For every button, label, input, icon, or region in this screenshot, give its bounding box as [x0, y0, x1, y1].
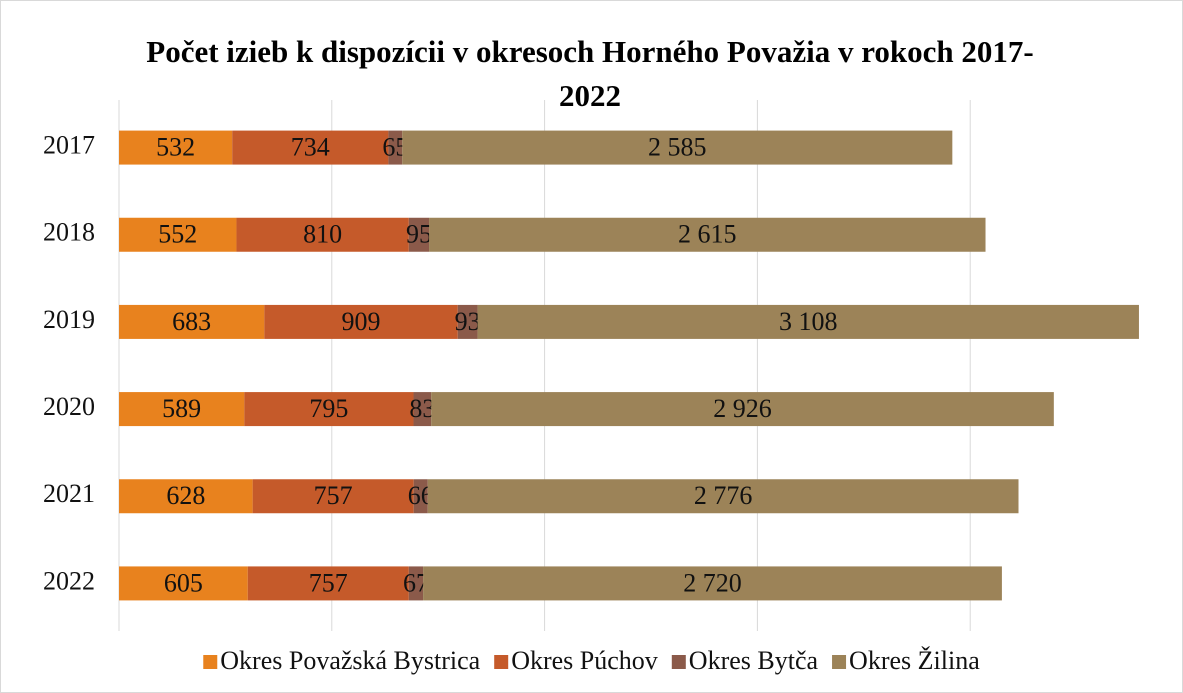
legend-label: Okres Púchov [511, 646, 658, 675]
data-label: 2 776 [694, 481, 753, 510]
bar-segment [402, 130, 953, 165]
bar-segment [119, 130, 233, 165]
y-tick-label: 2020 [43, 392, 95, 421]
data-label: 628 [166, 481, 205, 510]
y-tick-label: 2017 [43, 131, 95, 160]
data-label: 2 926 [713, 394, 772, 423]
data-label: 757 [314, 481, 353, 510]
bar-segment [388, 130, 403, 165]
bar-segment [477, 304, 1139, 339]
legend-label: Okres Považská Bystrica [220, 646, 480, 675]
data-label: 2 615 [678, 220, 737, 249]
y-tick-label: 2021 [43, 479, 95, 508]
data-label: 810 [303, 220, 342, 249]
data-label: 795 [309, 394, 348, 423]
data-label: 605 [164, 568, 203, 597]
data-label: 552 [158, 220, 197, 249]
bar-segment [119, 566, 248, 601]
bar-segment [423, 566, 1002, 601]
data-label: 2 585 [648, 133, 707, 162]
bar-segment [252, 479, 414, 514]
data-label: 2 720 [683, 568, 742, 597]
bar-segment [408, 217, 430, 252]
bar-segment [119, 392, 245, 427]
data-label: 734 [291, 133, 330, 162]
chart-title: Počet izieb k dispozícii v okresoch Horn… [146, 34, 1034, 113]
y-tick-label: 2018 [43, 218, 95, 247]
bar-segment [429, 217, 986, 252]
bar-segment [244, 392, 414, 427]
data-label: 683 [172, 307, 211, 336]
data-label: 532 [156, 133, 195, 162]
bar-segment [119, 479, 253, 514]
bar-segment [431, 392, 1054, 427]
data-label: 93 [455, 307, 481, 336]
bar-segment [413, 479, 428, 514]
bar-segment [236, 217, 409, 252]
bar-segment [247, 566, 409, 601]
legend-label: Okres Bytča [689, 646, 819, 675]
legend-swatch [494, 655, 509, 669]
data-label: 95 [406, 220, 432, 249]
bar-segment [119, 217, 237, 252]
data-label: 3 108 [779, 307, 838, 336]
legend-swatch [832, 655, 847, 669]
bar-segment [408, 566, 424, 601]
bar-segment [427, 479, 1019, 514]
bar-segment [119, 304, 265, 339]
legend-swatch [203, 655, 218, 669]
legend-swatch [671, 655, 686, 669]
bar-segment [413, 392, 432, 427]
bar-segment [264, 304, 458, 339]
bar-segment [232, 130, 389, 165]
y-tick-label: 2022 [43, 566, 95, 595]
y-tick-label: 2019 [43, 305, 95, 334]
bar-segment [457, 304, 478, 339]
data-label: 757 [309, 568, 348, 597]
data-label: 83 [409, 394, 435, 423]
legend-label: Okres Žilina [849, 646, 980, 675]
data-label: 589 [162, 394, 201, 423]
data-label: 909 [342, 307, 381, 336]
